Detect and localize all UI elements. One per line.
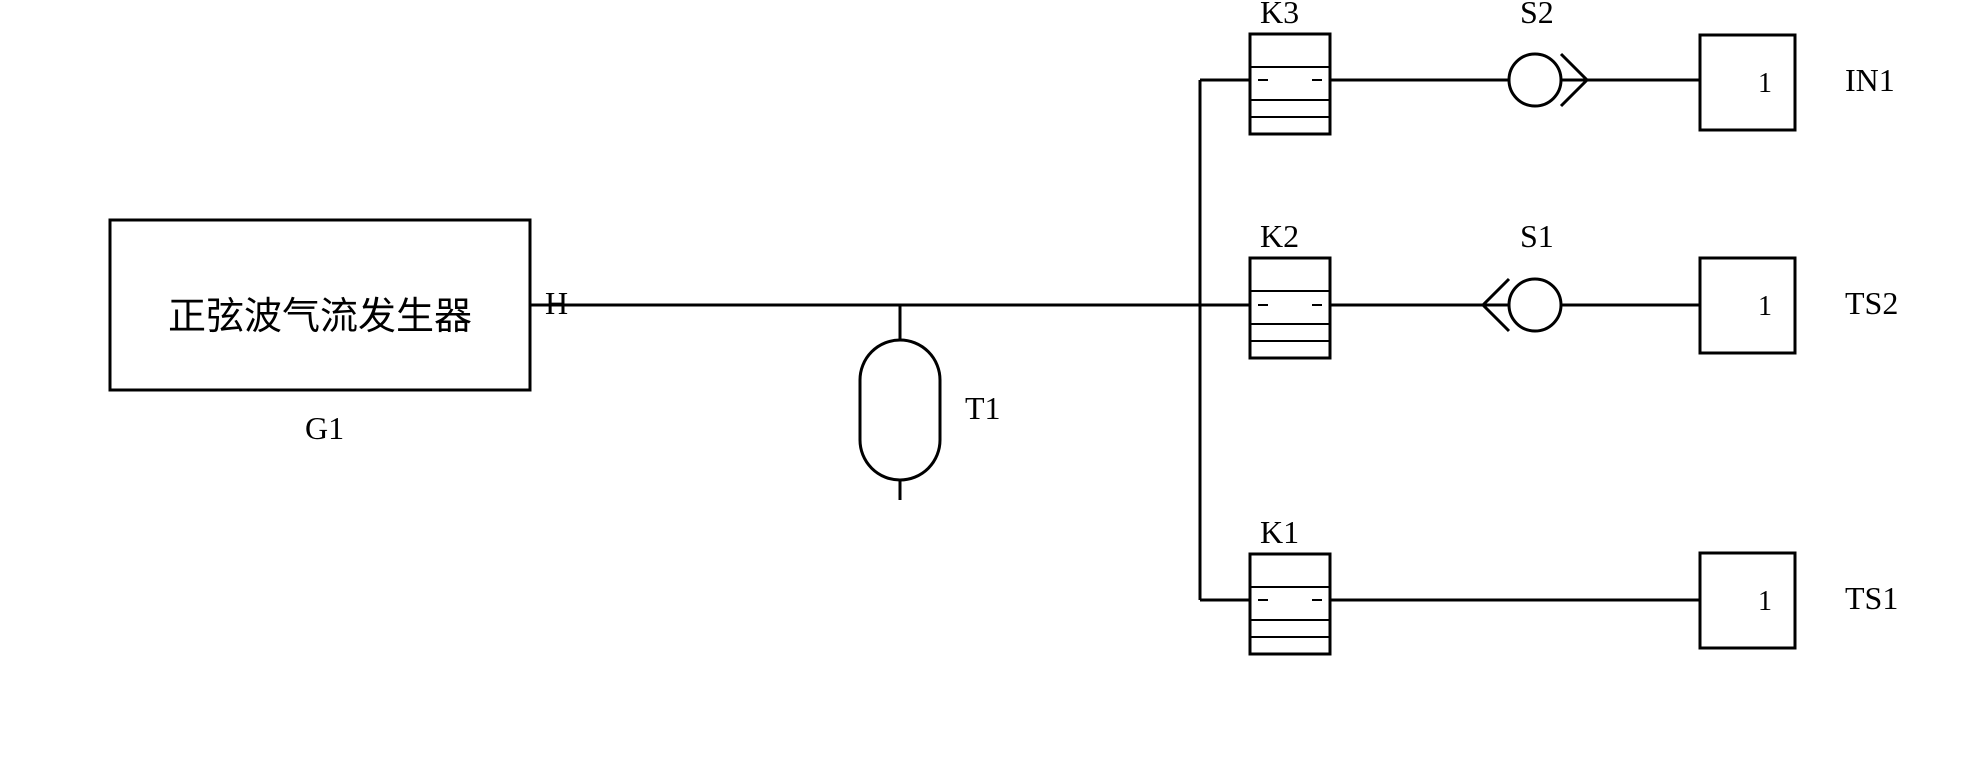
terminal-ts1-ext: TS1 <box>1845 580 1898 617</box>
label-s1: S1 <box>1520 218 1554 255</box>
label-s2: S2 <box>1520 0 1554 31</box>
terminal-ts2-ext: TS2 <box>1845 285 1898 322</box>
label-h: H <box>545 285 568 322</box>
label-k3: K3 <box>1260 0 1299 31</box>
terminal-in1-inner: 1 <box>1758 68 1772 100</box>
diagram-canvas <box>0 0 1984 765</box>
valve-k3 <box>1250 34 1330 134</box>
label-g1: G1 <box>305 410 344 447</box>
terminal-ts1-inner: 1 <box>1758 586 1772 618</box>
label-t1: T1 <box>965 390 1001 427</box>
label-k2: K2 <box>1260 218 1299 255</box>
valve-k2 <box>1250 258 1330 358</box>
terminal-in1-box <box>1700 35 1795 130</box>
generator-label: 正弦波气流发生器 <box>150 285 490 340</box>
valve-k1 <box>1250 554 1330 654</box>
terminal-ts2-inner: 1 <box>1758 291 1772 323</box>
terminal-in1-ext: IN1 <box>1845 62 1895 99</box>
terminal-ts1-box <box>1700 553 1795 648</box>
terminal-ts2-box <box>1700 258 1795 353</box>
capsule-t1 <box>860 305 940 500</box>
label-k1: K1 <box>1260 514 1299 551</box>
